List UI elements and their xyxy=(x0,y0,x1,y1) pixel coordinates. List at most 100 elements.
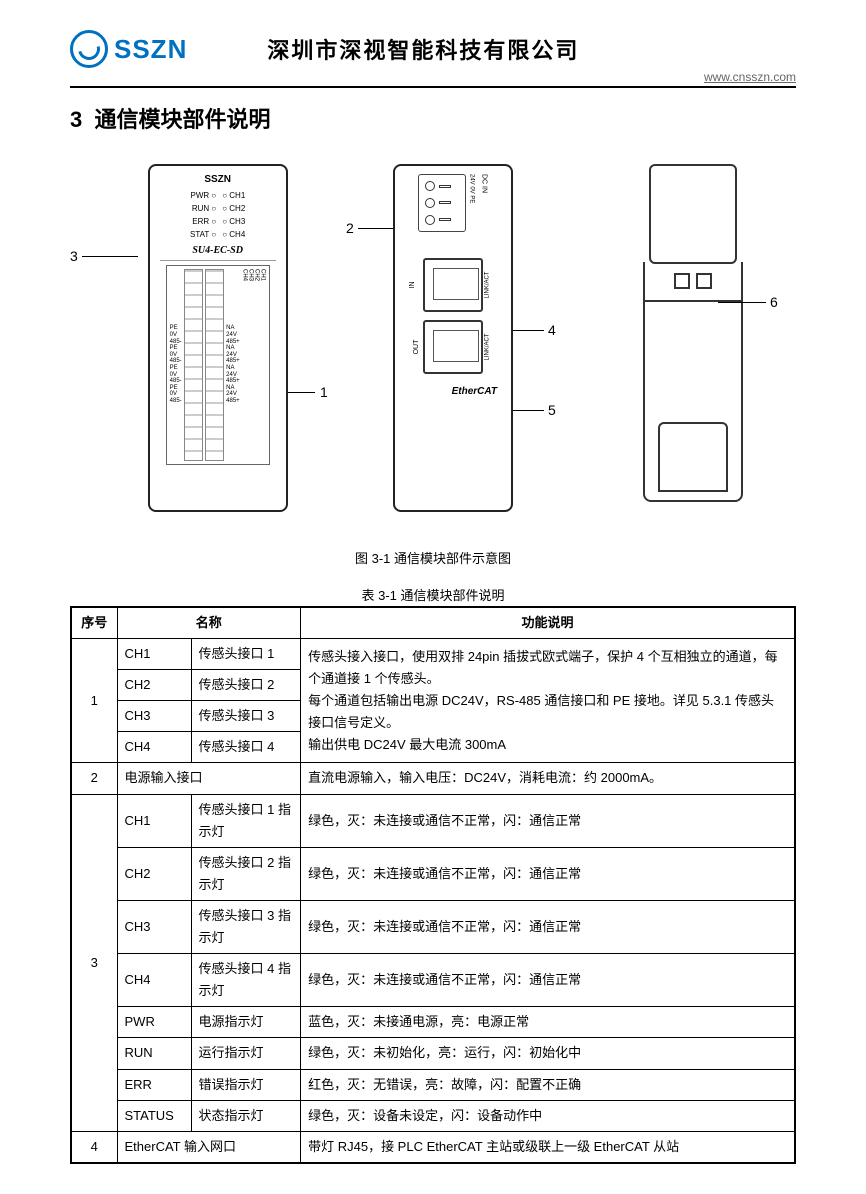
section-heading: 通信模块部件说明 xyxy=(94,107,270,132)
cell-name: 运行指示灯 xyxy=(191,1038,301,1069)
device-front-view: SSZN PWR ○ RUN ○ ERR ○ STAT ○ ○ CH1 ○ CH… xyxy=(148,164,288,512)
terminal-block: PE 0V 485- PE 0V 485- PE 0V 485- PE 0V 4… xyxy=(166,265,270,465)
terminal-ch-labels: CH1 CH2 CH3 CH4 xyxy=(242,269,266,461)
figure-caption: 图 3-1 通信模块部件示意图 xyxy=(70,548,796,567)
th-func: 功能说明 xyxy=(301,607,795,639)
callout-5: 5 xyxy=(548,402,556,418)
cell-seq: 3 xyxy=(71,794,117,1131)
cell-name: 电源指示灯 xyxy=(191,1007,301,1038)
cell-name: 传感头接口 3 xyxy=(191,701,301,732)
dcin-label: DC IN xyxy=(480,174,487,193)
table-row: ERR错误指示灯红色，灭：无错误，亮：故障，闪：配置不正确 xyxy=(71,1069,795,1100)
cell-subname: STATUS xyxy=(117,1100,191,1131)
table-caption: 表 3-1 通信模块部件说明 xyxy=(70,585,796,604)
rj45-out-port-icon: OUT LINK/ACT xyxy=(423,320,483,374)
rj45-out-label: OUT xyxy=(413,340,420,355)
table-row: PWR电源指示灯蓝色，灭：未接通电源，亮：电源正常 xyxy=(71,1007,795,1038)
device-side-view: 24V 0V PE DC IN IN LINK/ACT OUT LINK/ACT… xyxy=(393,164,513,512)
back-top-icon xyxy=(649,164,737,264)
cell-name: 传感头接口 1 指示灯 xyxy=(191,794,301,847)
table-row: CH4传感头接口 4 指示灯绿色，灭：未连接或通信不正常，闪：通信正常 xyxy=(71,954,795,1007)
table-row: 2 电源输入接口 直流电源输入，输入电压：DC24V，消耗电流：约 2000mA… xyxy=(71,763,795,794)
table-row: RUN运行指示灯绿色，灭：未初始化，亮：运行，闪：初始化中 xyxy=(71,1038,795,1069)
cell-desc: 绿色，灭：未初始化，亮：运行，闪：初始化中 xyxy=(301,1038,795,1069)
cell-desc: 直流电源输入，输入电压：DC24V，消耗电流：约 2000mA。 xyxy=(301,763,795,794)
module-diagram: 3 1 2 4 5 6 SSZN PWR ○ RUN ○ ERR ○ STAT … xyxy=(70,164,796,534)
ethercat-label: EtherCAT xyxy=(452,386,497,397)
cell-subname: CH4 xyxy=(117,732,191,763)
cell-name: 传感头接口 4 xyxy=(191,732,301,763)
th-seq: 序号 xyxy=(71,607,117,639)
page-header: SSZN 深圳市深视智能科技有限公司 xyxy=(70,30,796,68)
cell-name: 电源输入接口 xyxy=(117,763,301,794)
cell-subname: CH3 xyxy=(117,701,191,732)
table-row: 1 CH1 传感头接口 1 传感头接入接口，使用双排 24pin 插拔式欧式端子… xyxy=(71,639,795,670)
device-model: SU4-EC-SD xyxy=(160,245,276,261)
cell-subname: CH4 xyxy=(117,954,191,1007)
company-name: 深圳市深视智能科技有限公司 xyxy=(267,33,579,65)
device-back-view xyxy=(628,164,758,512)
cell-name: 传感头接口 2 xyxy=(191,670,301,701)
th-name: 名称 xyxy=(117,607,301,639)
cell-subname: CH2 xyxy=(117,847,191,900)
table-row: 4 EtherCAT 输入网口 带灯 RJ45，接 PLC EtherCAT 主… xyxy=(71,1131,795,1163)
callout-2: 2 xyxy=(346,220,354,236)
section-number: 3 xyxy=(70,107,82,132)
cell-desc: 传感头接入接口，使用双排 24pin 插拔式欧式端子，保护 4 个互相独立的通道… xyxy=(301,639,795,763)
cell-desc: 带灯 RJ45，接 PLC EtherCAT 主站或级联上一级 EtherCAT… xyxy=(301,1131,795,1163)
cell-subname: CH1 xyxy=(117,794,191,847)
power-label: 24V 0V PE xyxy=(468,174,474,203)
device-brand: SSZN xyxy=(160,174,276,185)
logo-text: SSZN xyxy=(114,34,187,65)
rj45-link-label: LINK/ACT xyxy=(484,271,490,298)
cell-subname: RUN xyxy=(117,1038,191,1069)
table-row: 3 CH1 传感头接口 1 指示灯 绿色，灭：未连接或通信不正常，闪：通信正常 xyxy=(71,794,795,847)
table-row: CH3传感头接口 3 指示灯绿色，灭：未连接或通信不正常，闪：通信正常 xyxy=(71,900,795,953)
terminal-pins-icon xyxy=(205,269,224,461)
rj45-in-port-icon: IN LINK/ACT xyxy=(423,258,483,312)
power-terminal-icon xyxy=(418,174,466,232)
cell-subname: CH2 xyxy=(117,670,191,701)
cell-name: 传感头接口 1 xyxy=(191,639,301,670)
cell-name: 错误指示灯 xyxy=(191,1069,301,1100)
callout-3: 3 xyxy=(70,248,78,264)
back-mid-icon xyxy=(643,262,743,302)
rj45-link-label: LINK/ACT xyxy=(484,333,490,360)
logo-swirl-icon xyxy=(70,30,108,68)
rj45-in-label: IN xyxy=(409,282,416,289)
cell-seq: 1 xyxy=(71,639,117,763)
led-left-col: PWR ○ RUN ○ ERR ○ STAT ○ xyxy=(190,189,216,241)
header-url: www.cnsszn.com xyxy=(70,70,796,88)
cell-seq: 2 xyxy=(71,763,117,794)
cell-desc: 红色，灭：无错误，亮：故障，闪：配置不正确 xyxy=(301,1069,795,1100)
cell-desc: 绿色，灭：未连接或通信不正常，闪：通信正常 xyxy=(301,794,795,847)
table-row: STATUS状态指示灯绿色，灭：设备未设定，闪：设备动作中 xyxy=(71,1100,795,1131)
terminal-right-labels: NA 24V 485+ NA 24V 485+ NA 24V 485+ NA 2… xyxy=(226,269,240,461)
back-clip-icon xyxy=(658,422,728,492)
back-plate-icon xyxy=(643,302,743,502)
cell-seq: 4 xyxy=(71,1131,117,1163)
callout-6: 6 xyxy=(770,294,778,310)
cell-desc: 绿色，灭：未连接或通信不正常，闪：通信正常 xyxy=(301,847,795,900)
section-title: 3 通信模块部件说明 xyxy=(70,102,796,134)
led-right-col: ○ CH1 ○ CH2 ○ CH3 ○ CH4 xyxy=(222,189,245,241)
cell-desc: 绿色，灭：未连接或通信不正常，闪：通信正常 xyxy=(301,954,795,1007)
cell-name: 传感头接口 2 指示灯 xyxy=(191,847,301,900)
cell-name: EtherCAT 输入网口 xyxy=(117,1131,301,1163)
cell-desc: 蓝色，灭：未接通电源，亮：电源正常 xyxy=(301,1007,795,1038)
led-indicator-grid: PWR ○ RUN ○ ERR ○ STAT ○ ○ CH1 ○ CH2 ○ C… xyxy=(160,189,276,241)
logo: SSZN xyxy=(70,30,187,68)
terminal-pins-icon xyxy=(184,269,203,461)
cell-desc: 绿色，灭：未连接或通信不正常，闪：通信正常 xyxy=(301,900,795,953)
callout-1: 1 xyxy=(320,384,328,400)
table-row: CH2传感头接口 2 指示灯绿色，灭：未连接或通信不正常，闪：通信正常 xyxy=(71,847,795,900)
cell-name: 传感头接口 4 指示灯 xyxy=(191,954,301,1007)
cell-desc: 绿色，灭：设备未设定，闪：设备动作中 xyxy=(301,1100,795,1131)
cell-name: 传感头接口 3 指示灯 xyxy=(191,900,301,953)
cell-subname: CH1 xyxy=(117,639,191,670)
cell-subname: PWR xyxy=(117,1007,191,1038)
cell-subname: CH3 xyxy=(117,900,191,953)
callout-4: 4 xyxy=(548,322,556,338)
cell-name: 状态指示灯 xyxy=(191,1100,301,1131)
cell-subname: ERR xyxy=(117,1069,191,1100)
